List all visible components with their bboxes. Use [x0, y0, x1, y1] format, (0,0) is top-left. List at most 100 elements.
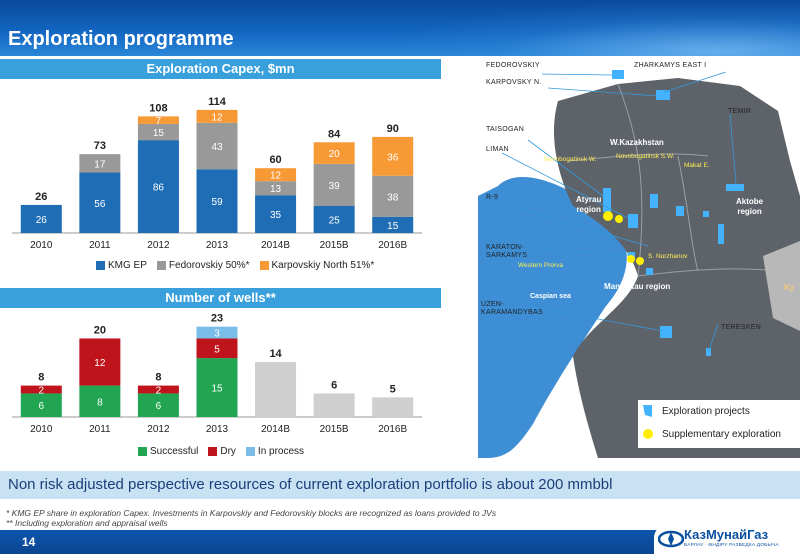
bar-karpovskiy	[196, 109, 238, 123]
total-label: 14	[269, 348, 282, 360]
neighbor-region	[763, 241, 800, 331]
x-tick-label: 2011	[89, 424, 111, 435]
company-logo: КазМунайГаз БАРЛАУ · ӨНДІРУ РАЗВЕДКА ДОБ…	[654, 524, 800, 554]
summary-banner: Non risk adjusted perspective resources …	[0, 471, 800, 499]
bar-kmg-ep	[137, 140, 179, 233]
legend-swatch	[156, 261, 166, 270]
data-label: 36	[387, 152, 399, 163]
bar-dry	[20, 385, 62, 394]
project-block-fedorovskiy	[612, 70, 624, 79]
data-label: 13	[270, 184, 282, 195]
map-label-karaton: KARATON- SARKAMYS	[486, 244, 528, 259]
exploration-project-icon	[643, 405, 652, 417]
total-label: 26	[35, 191, 47, 203]
bar-plan	[255, 362, 297, 417]
data-label: 12	[270, 171, 282, 182]
kazakhstan-land	[553, 78, 800, 458]
map-label-uzen: UZEN- KARAMANDYBAS	[481, 301, 543, 316]
project-block-taisogan	[603, 188, 611, 212]
field-novobogatinsk-sw: Novobogatinsk S.W.	[616, 153, 675, 160]
data-label: 17	[94, 159, 106, 170]
map-legend-projects: Exploration projects	[642, 404, 750, 418]
map-label-r9: R-9	[486, 194, 499, 201]
data-label: 39	[329, 181, 341, 192]
wells-chart: 6 2 8 2010 8 12 20 2011 6 2 8 2012 15 5 3 23 2013 14 2014B…	[12, 313, 422, 435]
total-label: 5	[390, 383, 396, 395]
total-label: 90	[387, 123, 399, 135]
bar-kmg-ep	[255, 195, 297, 233]
data-label: 6	[156, 401, 162, 412]
total-label: 84	[328, 128, 341, 140]
data-label: 15	[387, 221, 399, 232]
map-label-taisogan: TAISOGAN	[486, 126, 525, 133]
bar-karpovskiy	[137, 116, 179, 124]
legend-item-karpovskiy: Karpovskiy North 51%*	[259, 260, 374, 271]
legend-swatch	[208, 447, 218, 456]
capex-chart: 2626201056177320118615710820125943121142…	[12, 96, 422, 251]
map-label-zharkamys: ZHARKAMYS EAST I	[634, 62, 707, 69]
supplementary-dot	[627, 255, 635, 263]
total-label: 60	[269, 154, 281, 166]
data-label: 8	[97, 397, 103, 408]
bar-kmg-ep	[196, 169, 238, 233]
legend-swatch	[245, 447, 255, 456]
legend-label: KMG EP	[108, 260, 147, 271]
legend-swatch	[259, 261, 269, 270]
x-tick-label: 2010	[30, 424, 53, 435]
bar-fedorovskiy	[196, 122, 238, 170]
legend-item-kmg-ep: KMG EP	[96, 260, 147, 271]
wells-legend: Successful Dry In process	[138, 446, 304, 457]
bar-fedorovskiy	[137, 123, 179, 141]
x-tick-label: 2011	[89, 240, 111, 251]
header-highlight	[380, 0, 800, 56]
x-tick-label: 2015B	[320, 424, 349, 435]
data-label: 2	[156, 386, 162, 397]
data-label: 15	[211, 384, 223, 395]
caspian-sea	[478, 177, 627, 458]
field-novobogatinsk-w: Novobogatinsk W.	[544, 156, 597, 163]
capex-legend: KMG EP Fedorovskiy 50%* Karpovskiy North…	[96, 260, 374, 271]
total-label: 6	[331, 379, 337, 391]
bar-successful	[137, 393, 179, 417]
total-label: 73	[94, 140, 106, 152]
bar-fedorovskiy	[313, 163, 355, 207]
bar-kmg-ep	[313, 206, 355, 233]
supplementary-dot-icon	[643, 429, 653, 439]
legend-label: In process	[257, 446, 305, 457]
legend-item-dry: Dry	[208, 446, 236, 457]
x-tick-label: 2015B	[320, 240, 349, 251]
footnote-1: * KMG EP share in exploration Capex. Inv…	[6, 508, 497, 518]
logo-subtitle: БАРЛАУ · ӨНДІРУ РАЗВЕДКА ДОБЫЧА	[684, 543, 779, 548]
bar-kmg-ep	[79, 172, 121, 233]
data-label: 26	[36, 215, 48, 226]
map-legend: Exploration projects Supplementary explo…	[638, 400, 800, 448]
project-block-uzen	[660, 326, 672, 338]
region-caspian: Caspian sea	[530, 293, 571, 300]
region-ky: Ky	[784, 283, 795, 292]
field-makat-e: Makat E.	[684, 162, 710, 169]
total-label: 108	[149, 102, 167, 114]
bar-karpovskiy	[313, 142, 355, 164]
project-block-temir	[726, 184, 744, 191]
page-title: Exploration programme	[8, 28, 234, 50]
header-bar: Exploration programme	[0, 0, 800, 56]
bar-successful	[20, 393, 62, 417]
region-aktobe: Aktobe region	[736, 197, 764, 216]
total-label: 114	[208, 96, 227, 108]
kazakhstan-map: FEDOROVSKIY KARPOVSKY N. ZHARKAMYS EAST …	[478, 56, 800, 458]
data-label: 59	[211, 197, 223, 208]
bar-successful	[79, 385, 121, 417]
map-legend-supplementary: Supplementary exploration	[642, 428, 781, 440]
x-tick-label: 2016B	[378, 240, 407, 251]
x-tick-label: 2014B	[261, 424, 290, 435]
data-label: 25	[329, 216, 341, 227]
data-label: 2	[39, 386, 45, 397]
data-label: 56	[94, 199, 106, 210]
supplementary-dot	[603, 211, 613, 221]
data-label: 5	[214, 344, 220, 355]
capex-title: Exploration Capex, $mn	[0, 59, 441, 79]
legend-swatch	[138, 447, 147, 456]
region-borders	[567, 83, 779, 277]
x-tick-label: 2013	[206, 240, 229, 251]
project-block-zharkamys	[703, 211, 709, 217]
